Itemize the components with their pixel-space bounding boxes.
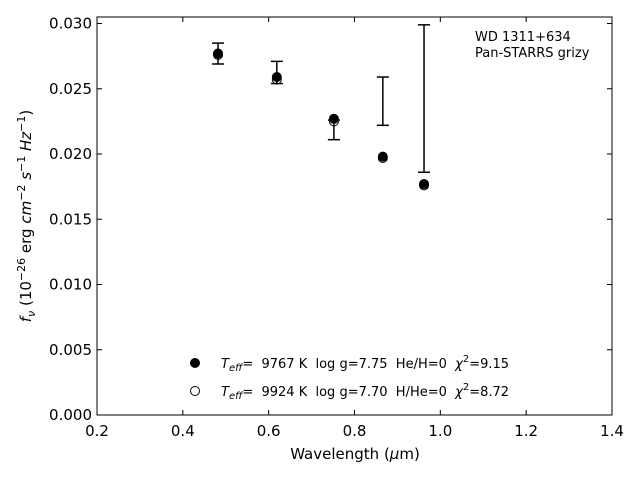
x-tick-label: 1.4 [600,422,624,440]
x-axis-label-mu: μ [389,445,400,463]
y-label-f: f [17,314,35,322]
legend-1-params: = 9767 K log g=7.75 He/H=0 [242,357,455,372]
legend-2-chi-val: =8.72 [469,385,509,400]
x-tick-label: 1.0 [428,422,452,440]
legend-2-chi-sup: 2 [463,382,469,393]
legend-marker-filled [190,358,200,368]
errorbars-layer [212,24,431,174]
x-tick-label: 0.2 [85,422,109,440]
y-tick-label: 0.025 [49,80,92,98]
legend-entry-1: Teff= 9767 K log g=7.75 He/H=0 χ2=9.15 [221,354,509,374]
y-label-s: s [17,172,35,185]
legend-1-chi-val: =9.15 [469,357,509,372]
model-point-filled [271,72,282,83]
legend: Teff= 9767 K log g=7.75 He/H=0 χ2=9.15 T… [190,354,509,402]
y-tick-label: 0.015 [49,210,92,228]
x-tick-label: 0.4 [171,422,195,440]
y-tick-label: 0.020 [49,145,92,163]
y-label-hz: Hz [17,131,35,156]
y-label-exp4: −1 [15,116,28,132]
y-tick-label: 0.000 [49,406,92,424]
legend-1-chi-sup: 2 [463,354,469,365]
legend-1-chi: χ [454,357,464,372]
x-axis-label-post: m) [399,445,419,463]
model-point-filled [328,113,339,124]
y-label-exp2: −2 [15,185,28,201]
x-tick-label: 1.2 [514,422,538,440]
y-label-close: ) [17,110,35,116]
legend-2-params: = 9924 K log g=7.70 H/He=0 [242,385,455,400]
y-label-exp1: −26 [15,258,28,281]
y-tick-label: 0.010 [49,276,92,294]
y-label-open: (10 [17,281,35,311]
x-tick-label: 0.8 [343,422,367,440]
x-axis-label: Wavelength (μm) [290,445,420,463]
legend-entry-2: Teff= 9924 K log g=7.70 H/He=0 χ2=8.72 [221,382,509,402]
legend-1-teff: T [221,357,230,372]
points-layer [213,48,430,191]
legend-2-teff-sub: eff [229,391,244,402]
x-tick-label: 0.6 [257,422,281,440]
annotation: WD 1311+634 Pan-STARRS grizy [475,30,590,61]
annotation-line-2: Pan-STARRS grizy [475,46,590,61]
x-axis-label-pre: Wavelength ( [290,445,390,463]
model-point-open [213,49,224,60]
legend-2-teff: T [221,385,230,400]
plot-frame [96,16,613,416]
model-point-open [419,180,430,191]
y-tick-label: 0.005 [49,341,92,359]
ticks-layer: 0.2 0.4 0.6 0.8 1.0 1.2 1.4 0.000 0.005 0.010 0.01… [49,15,624,440]
annotation-line-1: WD 1311+634 [475,30,571,45]
legend-2-chi: χ [454,385,464,400]
model-point-open [271,74,282,85]
y-axis-label: fν (10−26 erg cm−2 s−1 Hz−1) [15,110,38,322]
legend-marker-open [190,386,200,396]
y-label-cm: cm [17,201,35,224]
y-label-f-sub: ν [25,311,38,317]
legend-1-teff-sub: eff [229,363,244,374]
model-point-open [377,152,388,163]
model-point-open [328,116,339,127]
y-tick-label: 0.030 [49,15,92,33]
y-label-erg: erg [17,224,35,258]
y-label-exp3: −1 [15,156,28,172]
